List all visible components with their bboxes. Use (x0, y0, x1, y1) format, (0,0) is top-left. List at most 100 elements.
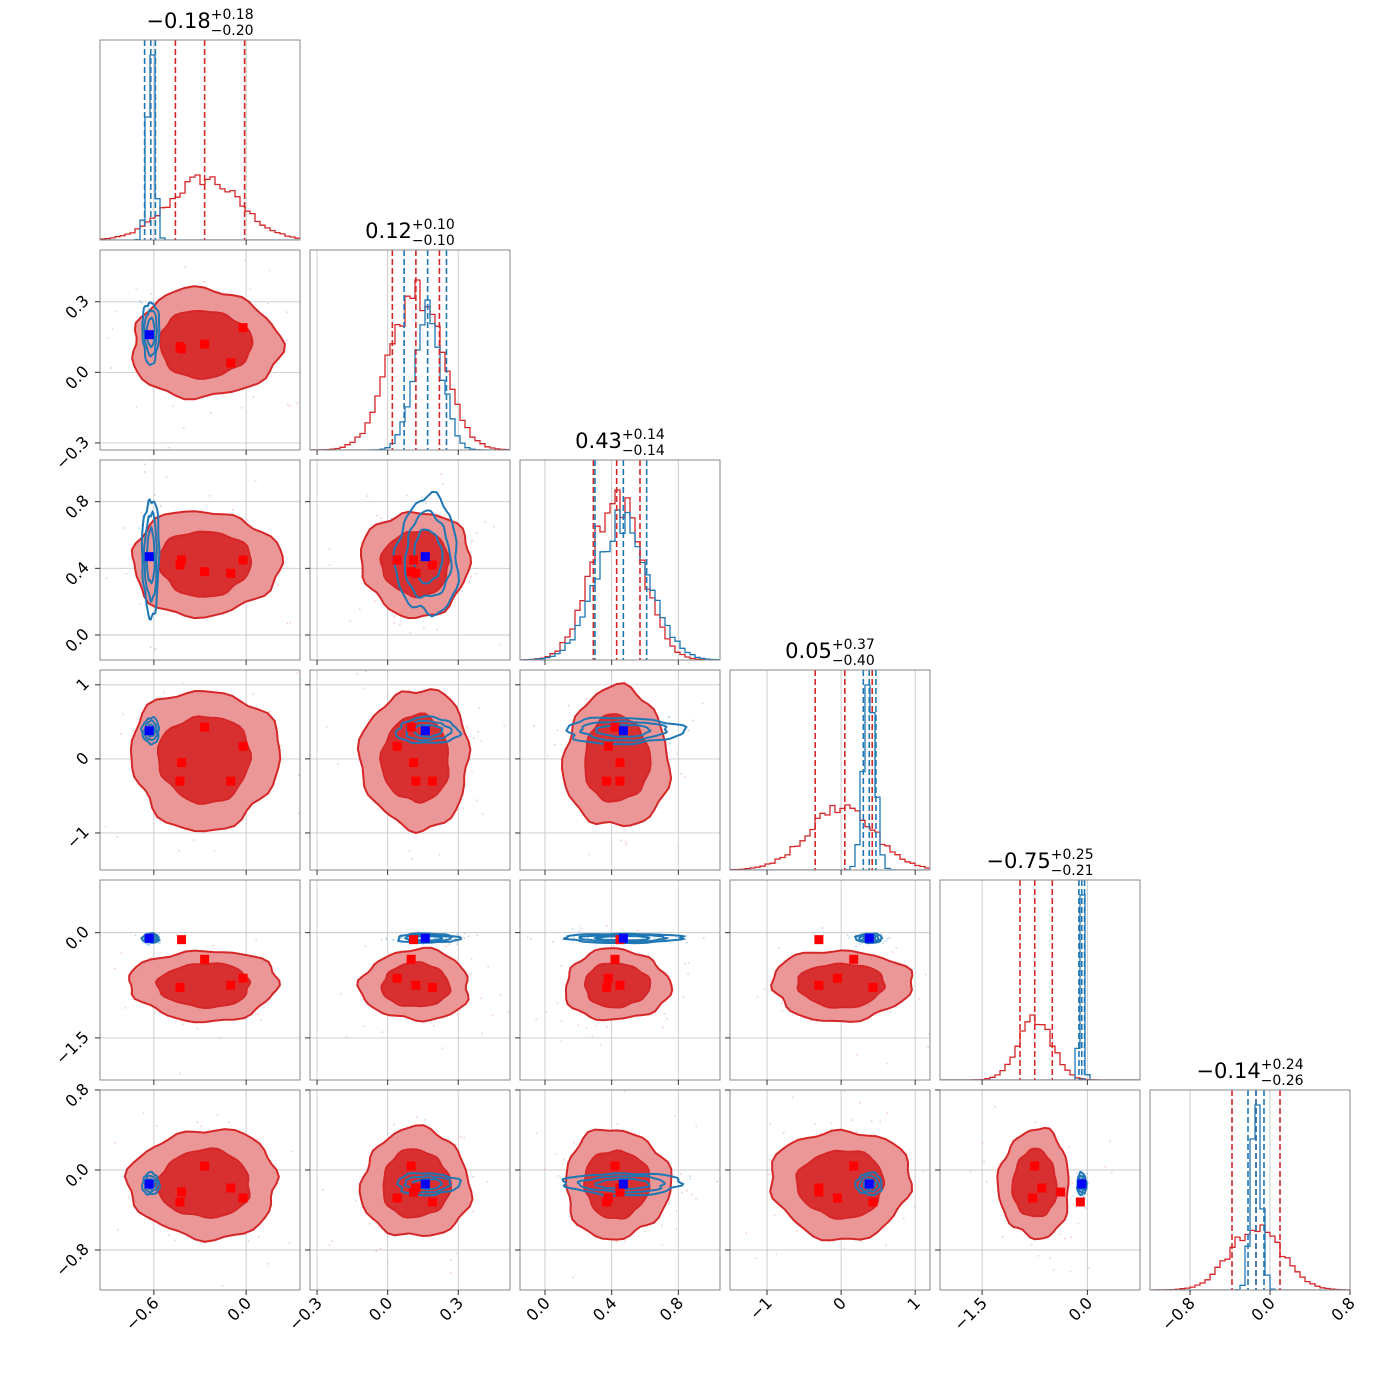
truth-marker-red (814, 980, 824, 990)
sample-point (153, 1011, 156, 1014)
sample-point (139, 602, 142, 605)
contour-inner (1011, 1147, 1058, 1218)
sample-point (91, 340, 93, 342)
sample-point (507, 1011, 510, 1014)
sample-point (1067, 1146, 1070, 1149)
sample-point (769, 1122, 772, 1125)
truth-marker-red (602, 982, 612, 992)
sample-point (499, 994, 502, 997)
sample-point (422, 627, 425, 630)
truth-marker-red (615, 776, 625, 786)
sample-point (114, 1141, 117, 1144)
sample-point (781, 1010, 784, 1013)
sample-point (1064, 1237, 1067, 1240)
sample-point (676, 753, 679, 756)
contour-blue-mid (858, 1174, 880, 1193)
sample-point (81, 529, 83, 531)
sample-point (147, 943, 150, 946)
sample-point (493, 525, 496, 528)
sample-point (1049, 1257, 1052, 1260)
sample-point (555, 1152, 558, 1155)
sample-point (377, 1225, 380, 1228)
x-tick-label: 0.0 (1065, 1293, 1096, 1324)
sample-point (325, 725, 328, 728)
truth-marker-red (832, 973, 842, 983)
sample-point (918, 997, 921, 1000)
truth-marker-red (411, 776, 421, 786)
sample-point (153, 494, 156, 497)
sample-point (257, 1235, 260, 1238)
truth-marker-red (200, 722, 210, 732)
truth-marker-blue (144, 1179, 154, 1189)
sample-point (386, 1262, 389, 1265)
sample-point (297, 774, 300, 777)
x-tick-label: 0 (829, 1293, 850, 1314)
sample-point (247, 1239, 250, 1242)
sample-point (969, 1170, 972, 1173)
truth-marker-red (238, 973, 248, 983)
panel-frame (729, 879, 931, 1081)
sample-point (331, 1240, 334, 1243)
truth-marker-red (226, 980, 236, 990)
sample-point (478, 706, 481, 709)
truth-marker-red (411, 568, 421, 578)
sample-point (393, 622, 396, 625)
sample-point (167, 1234, 170, 1237)
sample-point (469, 576, 472, 579)
panel-title: −0.14+0.24 −0.26 (1196, 1057, 1303, 1089)
truth-marker-red (226, 776, 236, 786)
truth-marker-blue (618, 726, 628, 736)
sample-point (249, 288, 252, 291)
truth-marker-red (177, 555, 187, 565)
sample-point (408, 849, 411, 852)
sample-point (88, 983, 90, 985)
sample-point (630, 650, 632, 652)
panel-frame (99, 669, 301, 871)
sample-point (209, 412, 212, 415)
panel-frame (729, 1089, 931, 1291)
truth-marker-red (427, 1197, 437, 1207)
panel-0-0: −0.18+0.18 −0.20 (99, 7, 301, 245)
truth-marker-red (392, 741, 402, 751)
sample-point (42, 1225, 44, 1227)
y-tick-label: 0.8 (61, 491, 92, 522)
sample-point (140, 511, 143, 514)
sample-point (763, 988, 766, 991)
y-tick-label: 0.0 (61, 922, 92, 953)
x-tick-label: 0.0 (365, 1293, 396, 1324)
sample-point (145, 942, 148, 945)
panel-frame (939, 879, 1141, 1081)
sample-point (221, 1284, 224, 1287)
sample-point (552, 940, 555, 943)
truth-marker-blue (864, 1179, 874, 1189)
sample-point (138, 527, 141, 530)
sample-point (328, 1243, 331, 1246)
sample-point (231, 508, 234, 511)
y-tick-label: 0.3 (61, 291, 92, 322)
panel-frame (729, 669, 931, 871)
sample-point (701, 702, 704, 705)
sample-point (1077, 1222, 1080, 1225)
sample-point (470, 770, 473, 773)
sample-point (162, 691, 165, 694)
sample-point (438, 853, 441, 856)
sample-point (119, 733, 122, 736)
sample-point (457, 958, 460, 961)
truth-marker-red (392, 1193, 402, 1203)
sample-point (356, 672, 359, 675)
sample-point (134, 934, 137, 937)
truth-marker-red (427, 982, 437, 992)
contour-blue-mid (143, 309, 159, 358)
panel-5-5: −0.14+0.24 −0.26 −0.8 0.0 0.8 (1149, 1057, 1359, 1334)
sample-point (891, 950, 894, 953)
sample-point (78, 1142, 80, 1144)
sample-point (159, 504, 162, 507)
panel-2-4 (515, 879, 721, 1085)
sample-point (142, 1111, 145, 1114)
sample-point (844, 1090, 847, 1093)
truth-marker-red (602, 1197, 612, 1207)
sample-point (560, 1020, 563, 1023)
sample-point (856, 1053, 859, 1056)
sample-point (74, 605, 76, 607)
sample-point (408, 689, 411, 692)
